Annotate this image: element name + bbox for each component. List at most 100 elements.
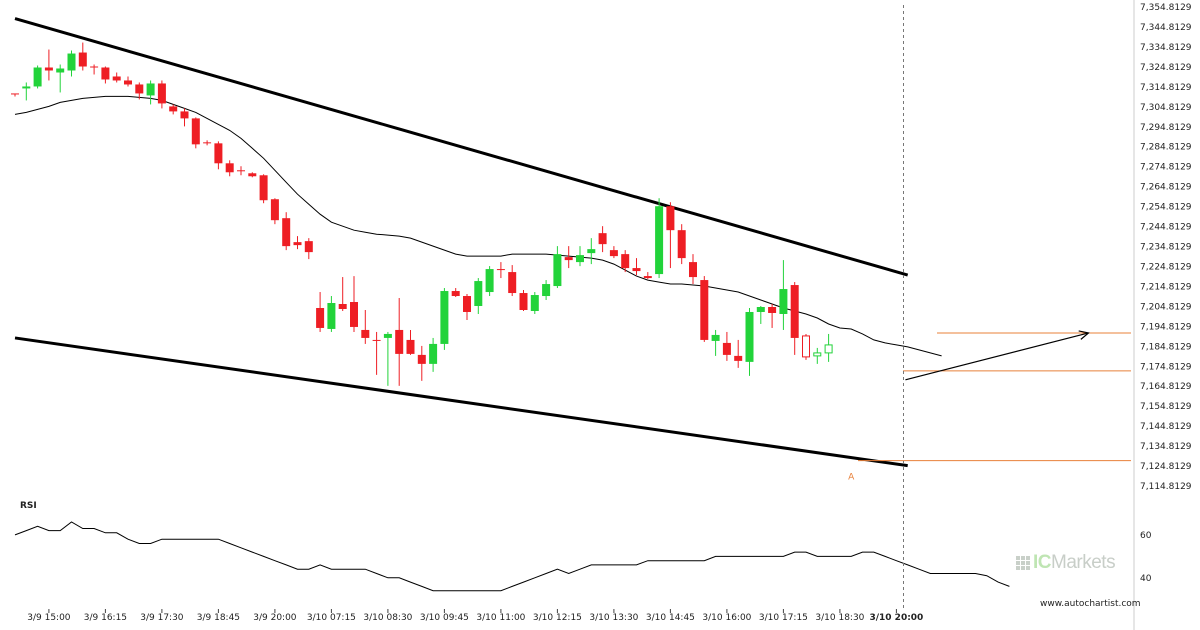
candle <box>496 262 505 279</box>
candle <box>316 292 325 332</box>
candle-body <box>621 254 630 269</box>
moving-average-line <box>14 95 942 357</box>
candle <box>225 160 234 177</box>
x-tick-label: 3/9 18:45 <box>197 613 240 623</box>
candle <box>711 329 720 356</box>
price-axis: 7,354.8129 7,344.8129 7,334.8129 7,324.8129… <box>1140 3 1192 492</box>
x-tick-label: 3/10 18:30 <box>815 613 864 623</box>
candle <box>689 254 697 285</box>
candle-body <box>248 173 257 177</box>
candle-body <box>157 83 166 104</box>
candle <box>22 82 31 101</box>
x-tick-label: 3/9 15:00 <box>27 613 71 623</box>
candle <box>44 49 53 81</box>
x-tick-label: 3/10 17:15 <box>759 613 808 623</box>
channel-lines <box>14 17 909 468</box>
candle <box>33 65 42 89</box>
candle <box>180 108 189 127</box>
y-tick-label: 7,344.8129 <box>1140 23 1192 33</box>
candle-body <box>237 170 245 172</box>
x-tick-label: 3/10 07:15 <box>307 613 356 623</box>
candle <box>734 339 743 368</box>
x-tick-label: 3/9 16:15 <box>84 613 127 623</box>
candle-body <box>11 93 19 95</box>
x-tick-label: 3/10 08:30 <box>363 613 412 623</box>
candle <box>463 294 471 320</box>
candle-body <box>282 218 291 247</box>
site-watermark: www.autochartist.com <box>1040 599 1141 609</box>
candle-body <box>734 355 743 361</box>
candle <box>135 82 144 100</box>
candle <box>643 272 652 280</box>
rsi-tick-label: 40 <box>1140 574 1152 584</box>
y-tick-label: 7,134.8129 <box>1140 442 1192 452</box>
forecast-arrow-line <box>905 332 1089 381</box>
candle-body <box>451 291 460 297</box>
candle <box>78 42 87 71</box>
candle-body <box>406 339 415 354</box>
y-tick-label: 7,184.8129 <box>1140 342 1192 352</box>
candle <box>485 266 494 297</box>
candle-body <box>429 343 438 364</box>
candle-body <box>191 118 200 145</box>
candle-body <box>169 106 178 112</box>
candle-body <box>779 289 788 314</box>
candle <box>587 238 596 265</box>
x-tick-label: 3/10 14:45 <box>646 613 695 623</box>
candle <box>655 198 664 279</box>
candle <box>813 347 822 364</box>
candle-body <box>689 262 697 278</box>
candle-body <box>90 66 99 68</box>
pattern-marker-label: A <box>848 473 855 483</box>
y-tick-label: 7,334.8129 <box>1140 43 1192 53</box>
y-tick-label: 7,314.8129 <box>1140 83 1192 93</box>
candle-body <box>677 230 686 259</box>
candle-body <box>530 295 539 311</box>
candle-body <box>519 293 528 310</box>
candle <box>745 307 754 376</box>
y-tick-label: 7,244.8129 <box>1140 223 1192 233</box>
candle <box>756 306 765 324</box>
candle <box>609 246 618 259</box>
candle <box>304 238 313 260</box>
candle-body <box>78 52 87 67</box>
candle-body <box>214 143 223 164</box>
candle-body <box>598 233 607 245</box>
candle-body <box>316 307 325 328</box>
candle <box>406 329 415 355</box>
candle-body <box>666 206 675 231</box>
candle-body <box>338 304 347 309</box>
x-tick-label: 3/10 11:00 <box>476 613 525 623</box>
candle <box>632 258 641 276</box>
upper-channel-line <box>14 17 909 277</box>
candle-body <box>327 303 336 329</box>
y-tick-label: 7,194.8129 <box>1140 322 1192 332</box>
candle <box>350 276 358 332</box>
candle <box>56 64 65 93</box>
candle <box>440 288 449 350</box>
candle <box>248 172 257 178</box>
candle <box>327 296 336 332</box>
candle <box>519 290 528 311</box>
candle-body <box>293 242 302 246</box>
candle <box>530 292 539 314</box>
y-tick-label: 7,354.8129 <box>1140 3 1192 13</box>
y-tick-label: 7,214.8129 <box>1140 282 1192 292</box>
candle-body <box>609 250 618 257</box>
candle <box>508 265 517 297</box>
candle <box>722 331 731 361</box>
rsi-tick-label: 60 <box>1140 531 1152 541</box>
candle <box>802 333 810 360</box>
forecast-arrow-head <box>1078 330 1090 340</box>
candle <box>11 93 19 97</box>
y-tick-label: 7,174.8129 <box>1140 362 1192 372</box>
candle-body <box>485 269 494 293</box>
candle <box>101 66 110 84</box>
y-tick-label: 7,274.8129 <box>1140 163 1192 173</box>
y-tick-label: 7,114.8129 <box>1140 482 1192 492</box>
candle-body <box>124 80 132 85</box>
candle <box>576 246 584 267</box>
candle <box>338 277 347 311</box>
candle-body <box>576 255 584 263</box>
candle-body <box>756 306 765 312</box>
